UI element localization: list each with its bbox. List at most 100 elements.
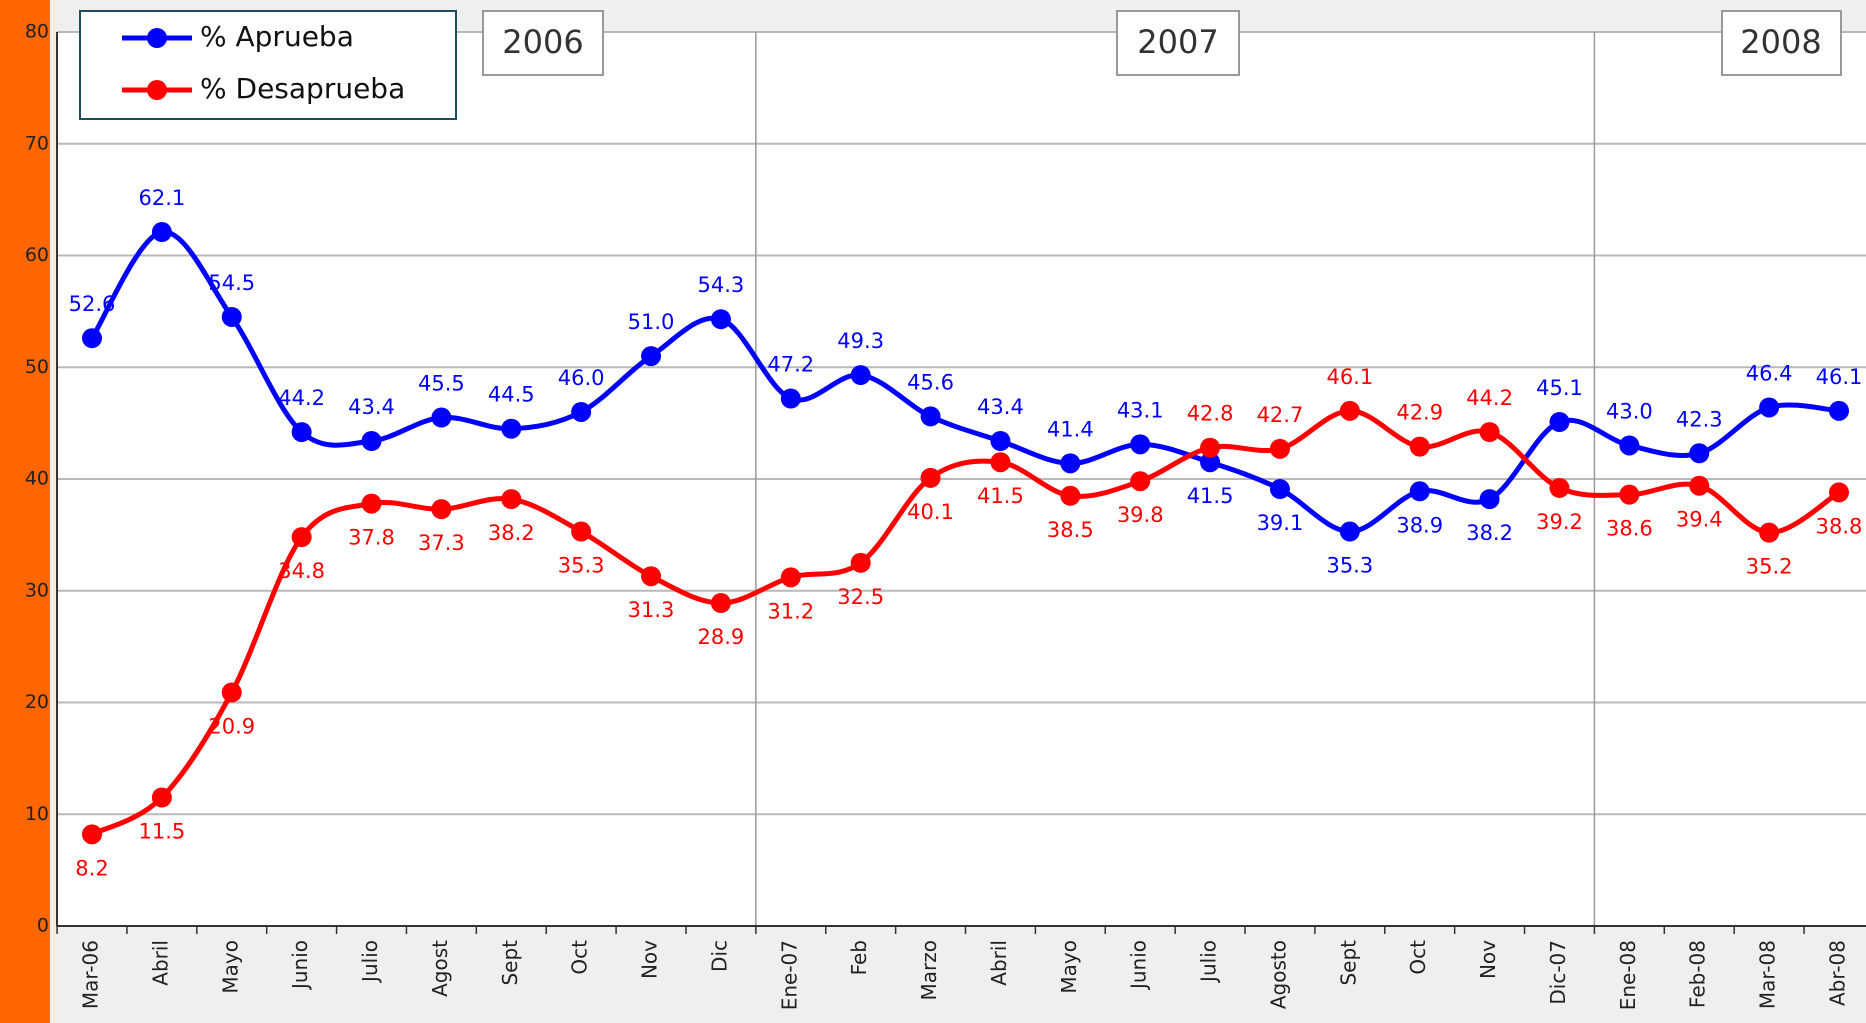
value-label: 54.5 — [208, 271, 255, 295]
side-bar — [0, 0, 50, 1023]
x-tick-label: Abr-08 — [1826, 940, 1850, 1006]
value-label: 54.3 — [698, 273, 745, 297]
point — [1829, 482, 1849, 503]
year-box — [1116, 10, 1240, 76]
x-tick-label: Junio — [1127, 940, 1151, 991]
y-tick-label: 80 — [25, 21, 49, 43]
value-label: 51.0 — [628, 310, 675, 334]
x-tick-label: Abril — [987, 940, 1011, 986]
legend-box — [79, 10, 457, 120]
legend: % Aprueba % Desaprueba — [79, 10, 457, 120]
value-label: 43.4 — [348, 395, 395, 419]
y-tick-label: 10 — [25, 803, 49, 825]
x-tick-label: Junio — [288, 940, 312, 991]
value-label: 41.4 — [1047, 417, 1094, 441]
point — [1269, 479, 1290, 500]
x-tick-label: Mar-06 — [79, 940, 103, 1009]
value-label: 42.8 — [1187, 402, 1234, 426]
value-label: 43.4 — [977, 395, 1024, 419]
point — [501, 418, 522, 439]
point — [1689, 443, 1710, 464]
x-tick-label: Julio — [1197, 940, 1221, 984]
value-label: 35.3 — [1326, 554, 1373, 578]
value-label: 46.4 — [1746, 361, 1793, 385]
value-label: 43.0 — [1606, 399, 1653, 423]
point — [361, 431, 382, 452]
point — [82, 328, 102, 349]
point — [221, 682, 242, 703]
value-label: 46.0 — [558, 366, 605, 390]
value-label: 38.2 — [488, 521, 535, 545]
x-tick-label: Abril — [148, 940, 172, 986]
point — [641, 346, 662, 367]
value-label: 41.5 — [977, 484, 1024, 508]
point — [1060, 453, 1081, 474]
legend-label: % Aprueba — [200, 20, 354, 53]
year-box — [482, 10, 604, 76]
year-boxes: 2006 2007 2008 — [482, 10, 1842, 76]
point — [151, 787, 172, 808]
point — [1479, 422, 1500, 443]
x-tick-label: Sept — [498, 940, 522, 986]
point — [571, 521, 592, 542]
point — [1339, 400, 1360, 421]
value-label: 44.2 — [278, 386, 325, 410]
value-label: 41.5 — [1187, 484, 1234, 508]
value-label: 42.9 — [1396, 401, 1443, 425]
value-label: 45.1 — [1536, 376, 1583, 400]
point — [1130, 434, 1151, 455]
point — [1269, 438, 1290, 459]
value-label: 42.3 — [1676, 407, 1723, 431]
x-tick-label: Sept — [1336, 940, 1360, 986]
x-tick-label: Agost — [428, 940, 452, 997]
value-label: 38.2 — [1466, 521, 1513, 545]
value-label: 31.3 — [628, 598, 675, 622]
point — [1759, 522, 1780, 543]
x-tick-label: Ene-07 — [777, 940, 801, 1010]
value-label: 44.2 — [1466, 386, 1513, 410]
x-tick-label: Mar-08 — [1756, 940, 1780, 1009]
x-tick-label: Mayo — [1057, 940, 1081, 994]
point — [1549, 412, 1570, 433]
point — [780, 388, 801, 409]
point — [1409, 481, 1430, 502]
value-label: 20.9 — [208, 714, 255, 738]
point — [1339, 521, 1360, 542]
value-label: 38.5 — [1047, 518, 1094, 542]
point — [1549, 477, 1570, 498]
year-label: 2008 — [1740, 23, 1821, 61]
point — [431, 499, 452, 520]
value-label: 38.8 — [1816, 514, 1863, 538]
point — [571, 401, 592, 422]
year-label: 2007 — [1137, 23, 1218, 61]
point — [920, 467, 941, 488]
value-label: 45.6 — [907, 370, 954, 394]
point — [710, 309, 731, 330]
legend-label: % Desaprueba — [200, 72, 405, 105]
value-label: 32.5 — [837, 585, 884, 609]
point — [920, 406, 941, 427]
point — [641, 566, 662, 587]
x-tick-label: Agosto — [1266, 940, 1290, 1009]
value-label: 46.1 — [1326, 365, 1373, 389]
value-label: 40.1 — [907, 500, 954, 524]
point — [1060, 485, 1081, 506]
value-label: 34.8 — [278, 559, 325, 583]
value-label: 43.1 — [1117, 398, 1164, 422]
point — [1619, 435, 1640, 456]
value-label: 47.2 — [767, 353, 814, 377]
y-tick-label: 50 — [25, 356, 49, 378]
value-label: 38.6 — [1606, 517, 1653, 541]
value-label: 8.2 — [75, 856, 108, 880]
x-tick-label: Oct — [1406, 940, 1430, 975]
point — [1829, 400, 1849, 421]
point — [291, 422, 312, 443]
x-tick-label: Dic — [707, 940, 731, 972]
value-label: 35.3 — [558, 554, 605, 578]
value-label: 11.5 — [138, 819, 185, 843]
x-tick-label: Marzo — [917, 940, 941, 1000]
legend-swatch — [147, 80, 167, 100]
value-label: 35.2 — [1746, 555, 1793, 579]
point — [710, 593, 731, 614]
